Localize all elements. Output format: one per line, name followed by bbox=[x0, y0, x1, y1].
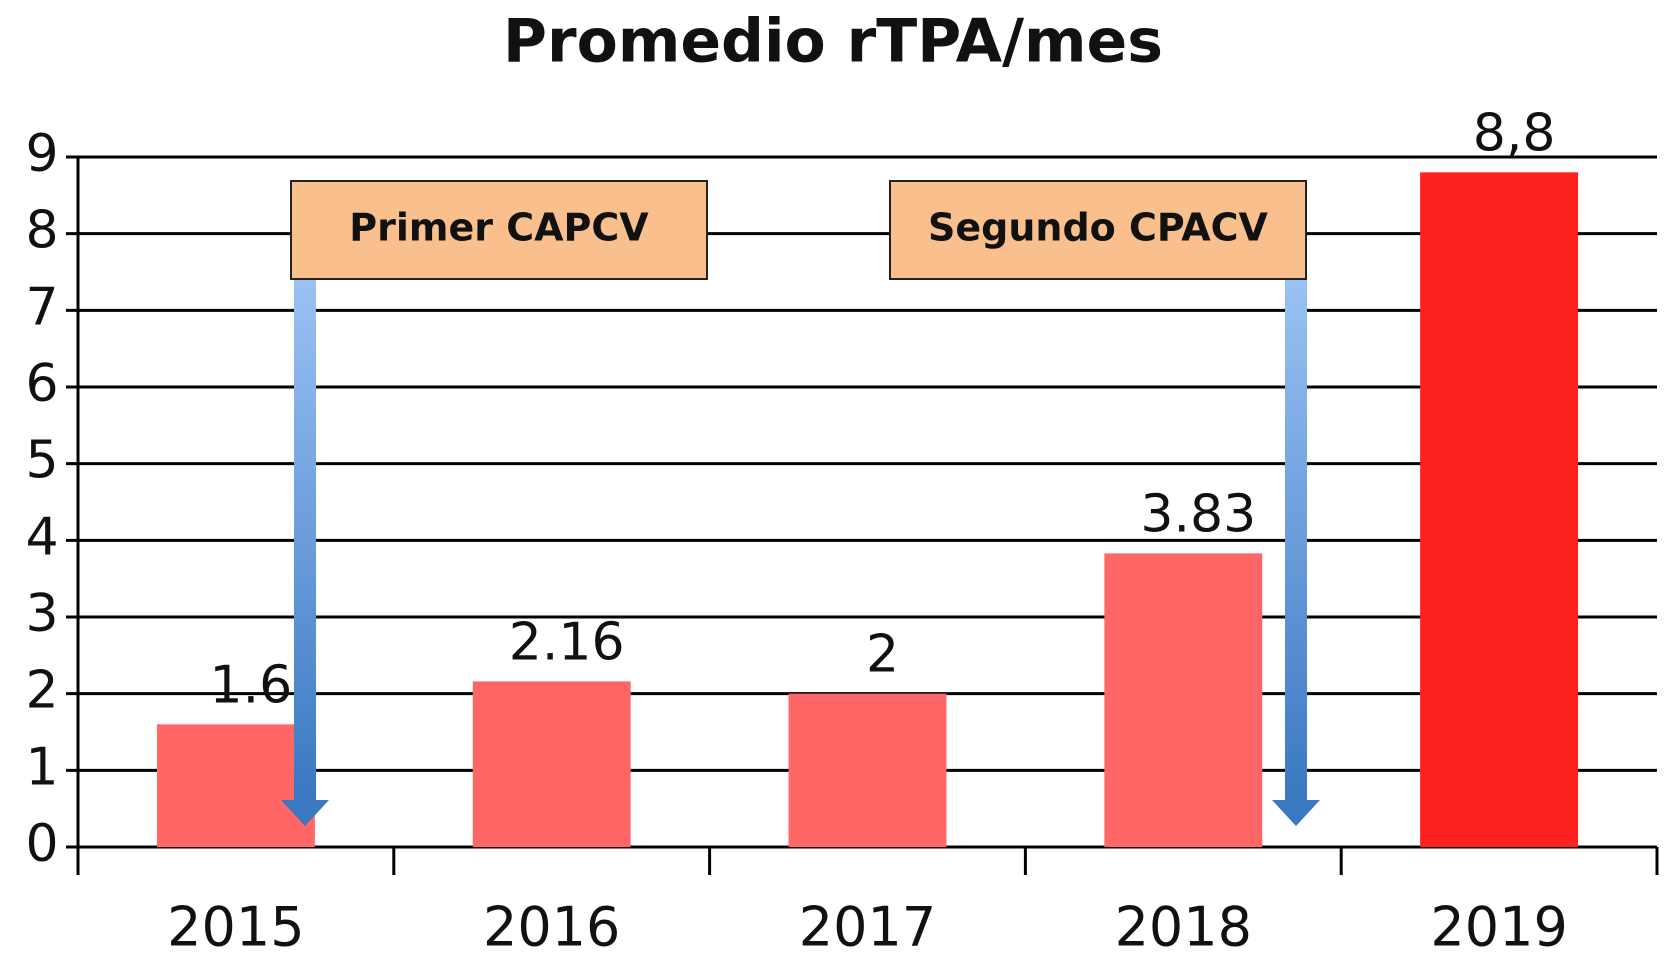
y-tick-label: 6 bbox=[25, 354, 58, 414]
y-tick-label: 2 bbox=[25, 661, 58, 721]
arrow-head bbox=[1272, 800, 1320, 826]
bar bbox=[156, 724, 315, 847]
y-tick-label: 5 bbox=[25, 431, 58, 491]
annotation-text: Segundo CPACV bbox=[928, 206, 1269, 250]
data-label: 8,8 bbox=[1473, 103, 1556, 163]
y-tick-label: 3 bbox=[25, 584, 58, 644]
bar bbox=[472, 681, 631, 847]
annotation-box bbox=[290, 180, 708, 280]
data-label: 2.16 bbox=[509, 612, 625, 672]
data-label: 1.6 bbox=[210, 655, 293, 715]
y-tick-label: 0 bbox=[25, 814, 58, 874]
data-label: 2 bbox=[866, 625, 899, 685]
y-tick-label: 7 bbox=[25, 277, 58, 337]
arrow-shaft bbox=[294, 270, 316, 800]
data-label: 3.83 bbox=[1140, 484, 1256, 544]
y-tick-label: 9 bbox=[25, 124, 58, 184]
bar bbox=[1420, 172, 1579, 848]
y-tick-label: 1 bbox=[25, 737, 58, 797]
y-tick-label: 4 bbox=[25, 507, 58, 567]
x-tick-label: 2019 bbox=[1430, 896, 1567, 959]
x-tick-label: 2016 bbox=[483, 896, 620, 959]
y-tick-label: 8 bbox=[25, 201, 58, 261]
arrow-shaft bbox=[1285, 270, 1307, 800]
bar bbox=[788, 693, 947, 847]
chart-title: Promedio rTPA/mes bbox=[503, 7, 1163, 77]
x-tick-label: 2015 bbox=[167, 896, 304, 959]
annotation-box bbox=[889, 180, 1307, 280]
x-tick-label: 2018 bbox=[1115, 896, 1252, 959]
bar bbox=[1104, 553, 1263, 847]
annotation-text: Primer CAPCV bbox=[349, 206, 649, 250]
x-tick-label: 2017 bbox=[799, 896, 936, 959]
arrow-head bbox=[281, 800, 329, 826]
